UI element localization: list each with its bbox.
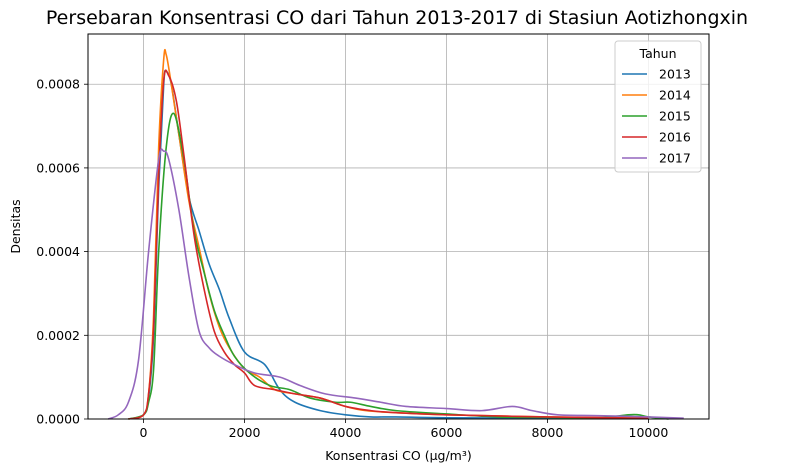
y-axis-title: Densitas bbox=[8, 199, 23, 253]
legend-label-2015: 2015 bbox=[659, 109, 691, 124]
chart-title: Persebaran Konsentrasi CO dari Tahun 201… bbox=[46, 7, 748, 29]
x-tick-label: 6000 bbox=[431, 425, 463, 440]
legend-label-2014: 2014 bbox=[659, 88, 691, 103]
x-tick-label: 0 bbox=[140, 425, 148, 440]
x-axis-title: Konsentrasi CO (µg/m³) bbox=[325, 448, 472, 463]
x-tick-label: 8000 bbox=[532, 425, 564, 440]
y-axis-ticks: 0.0000 0.0002 0.0004 0.0006 0.0008 bbox=[36, 77, 88, 427]
series-lines bbox=[107, 48, 684, 420]
series-line-2017 bbox=[107, 148, 684, 420]
legend-label-2017: 2017 bbox=[659, 151, 691, 166]
y-tick-label: 0.0006 bbox=[36, 160, 80, 175]
y-tick-label: 0.0004 bbox=[36, 244, 80, 259]
series-line-2014 bbox=[128, 48, 649, 420]
legend: Tahun 2013 2014 2015 2016 2017 bbox=[614, 40, 702, 173]
y-tick-label: 0.0000 bbox=[36, 412, 80, 427]
x-tick-label: 4000 bbox=[330, 425, 362, 440]
x-axis-ticks: 0 2000 4000 6000 8000 10000 bbox=[140, 419, 669, 440]
plot-frame bbox=[87, 33, 710, 420]
y-tick-label: 0.0008 bbox=[36, 77, 80, 92]
x-tick-label: 10000 bbox=[629, 425, 669, 440]
legend-label-2013: 2013 bbox=[659, 67, 691, 82]
legend-items: 2013 2014 2015 2016 2017 bbox=[622, 67, 691, 166]
series-line-2016 bbox=[128, 69, 649, 420]
x-tick-label: 2000 bbox=[229, 425, 261, 440]
series-line-2013 bbox=[128, 69, 649, 420]
y-tick-label: 0.0002 bbox=[36, 328, 80, 343]
legend-title: Tahun bbox=[639, 46, 677, 61]
legend-label-2016: 2016 bbox=[659, 130, 691, 145]
